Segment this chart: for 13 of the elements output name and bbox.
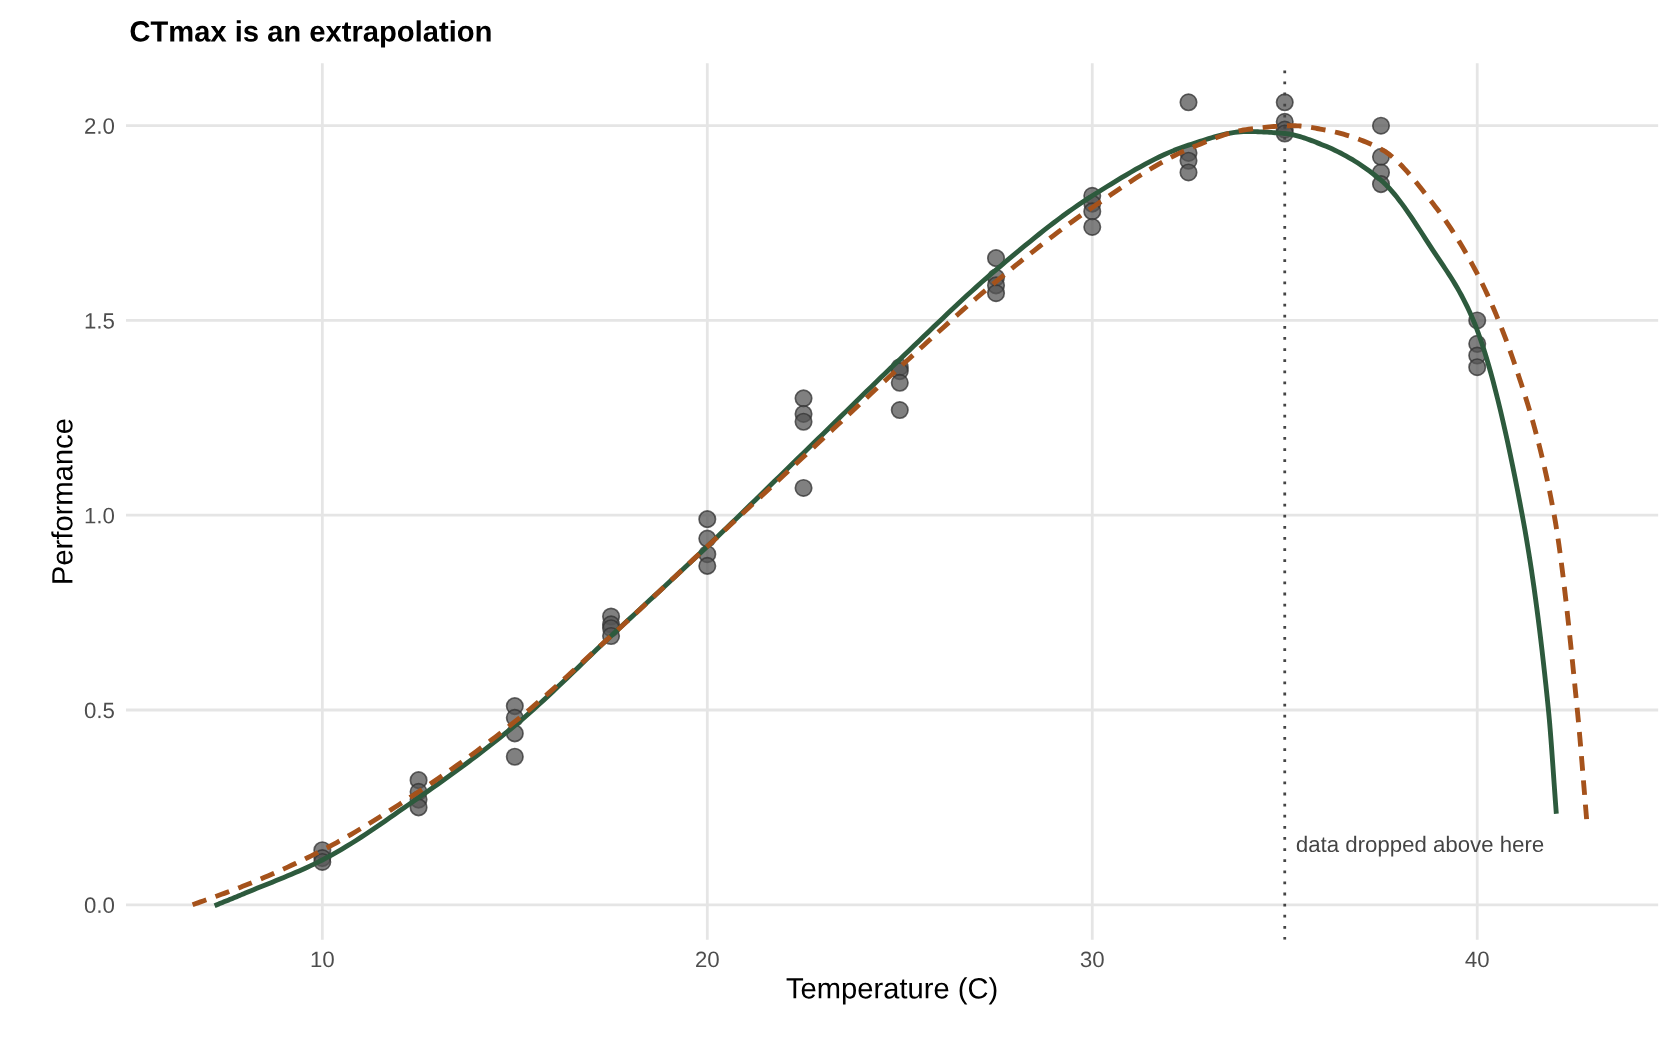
x-axis-title: Temperature (C) bbox=[786, 977, 997, 1005]
x-tick-label: 40 bbox=[1465, 951, 1489, 968]
chart-title: CTmax is an extrapolation bbox=[130, 20, 491, 48]
y-tick-label: 0.5 bbox=[84, 702, 114, 719]
y-tick-label: 1.5 bbox=[85, 313, 114, 329]
x-tick-label: 20 bbox=[696, 951, 719, 968]
y-tick-label: 2.0 bbox=[85, 118, 115, 134]
ref-line-label: data dropped above here bbox=[1296, 835, 1544, 857]
y-tick-label: 1.0 bbox=[85, 507, 115, 524]
y-axis-title: Performance bbox=[51, 419, 73, 583]
x-tick-label: 10 bbox=[311, 951, 334, 968]
x-tick-label: 30 bbox=[1080, 951, 1104, 968]
y-tick-label: 0.0 bbox=[84, 897, 115, 914]
